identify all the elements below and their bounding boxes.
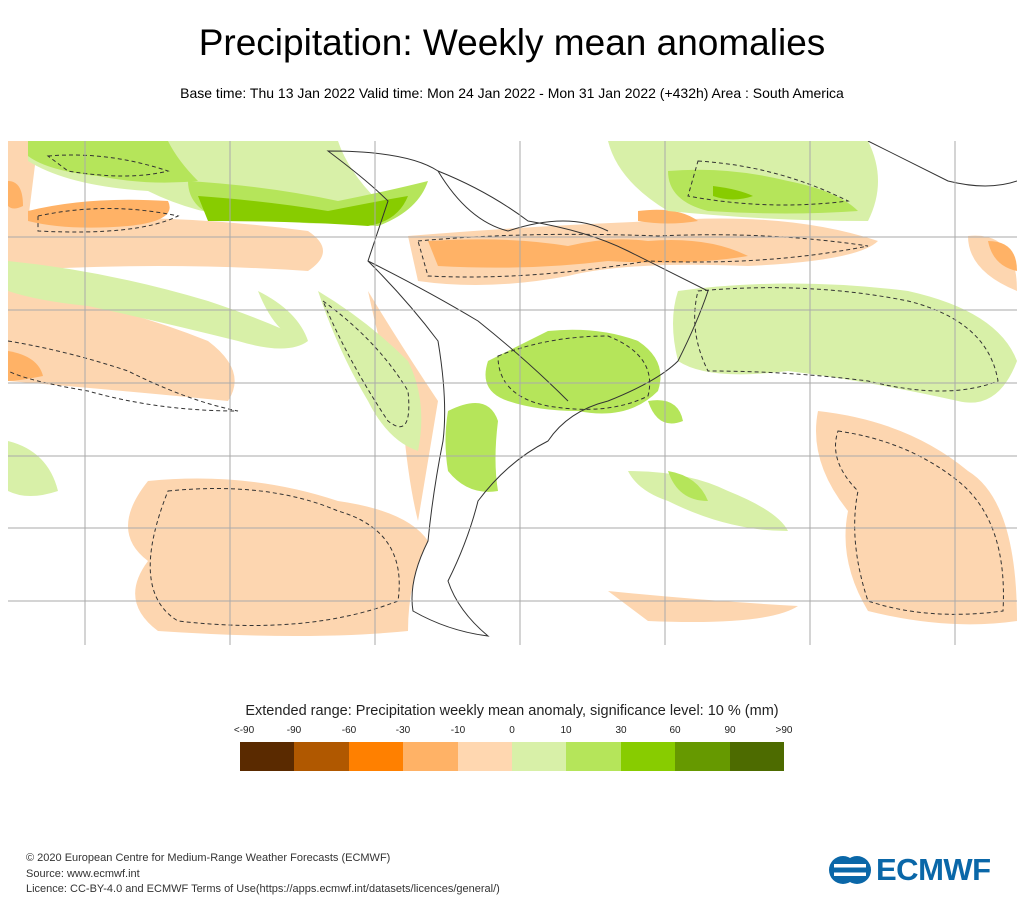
legend-tick: -90	[286, 725, 302, 736]
strong-negative-anomaly-areas	[8, 181, 1017, 381]
legend-tick: <-90	[233, 725, 255, 736]
chart-title: Precipitation: Weekly mean anomalies	[198, 22, 826, 63]
legend-color-swatch	[240, 742, 295, 771]
legend-color-swatch	[403, 742, 458, 771]
legend-tick: 30	[615, 725, 627, 736]
legend-color-swatch	[511, 742, 567, 771]
legend-color-swatch	[566, 742, 621, 771]
negative-anomaly-areas	[8, 141, 1017, 636]
licence-text: Licence: CC-BY-4.0 and ECMWF Terms of Us…	[26, 883, 500, 895]
significance-contours	[8, 154, 1004, 626]
source-text: Source: www.ecmwf.int	[26, 867, 140, 880]
legend-tick: 90	[724, 725, 736, 736]
coastlines-and-borders	[326, 141, 1017, 637]
ecmwf-logo-text: ECMWF	[876, 852, 991, 887]
legend-title: Extended range: Precipitation weekly mea…	[245, 703, 779, 719]
footer: © 2020 European Centre for Medium-Range …	[26, 851, 500, 898]
chart-subtitle: Base time: Thu 13 Jan 2022 Valid time: M…	[180, 85, 844, 101]
ecmwf-logo-icon	[829, 856, 871, 884]
legend-tick: -10	[450, 725, 466, 736]
legend-colorbar	[240, 742, 784, 771]
ecmwf-logo: ECMWF	[828, 852, 991, 888]
legend-tick: -30	[395, 725, 411, 736]
legend-color-swatch	[620, 742, 676, 771]
legend-color-swatch	[729, 742, 784, 771]
legend-color-swatch	[675, 742, 730, 771]
legend-tick: 10	[560, 725, 572, 736]
legend-color-swatch	[294, 742, 349, 771]
legend-tick: >90	[775, 725, 793, 736]
legend-tick: -60	[341, 725, 357, 736]
legend-color-swatch	[457, 742, 512, 771]
legend-tick: 60	[669, 725, 681, 736]
legend-ticks: <-90 -90 -60 -30 -10 0 10 30 60 90 >90	[222, 725, 802, 739]
lat-lon-gridlines	[8, 141, 1017, 645]
legend-color-swatch	[348, 742, 404, 771]
strong-positive-anomaly-areas	[198, 186, 753, 226]
legend-tick: 0	[509, 725, 515, 736]
precipitation-anomaly-map	[8, 141, 1017, 645]
copyright-text: © 2020 European Centre for Medium-Range …	[26, 852, 391, 864]
